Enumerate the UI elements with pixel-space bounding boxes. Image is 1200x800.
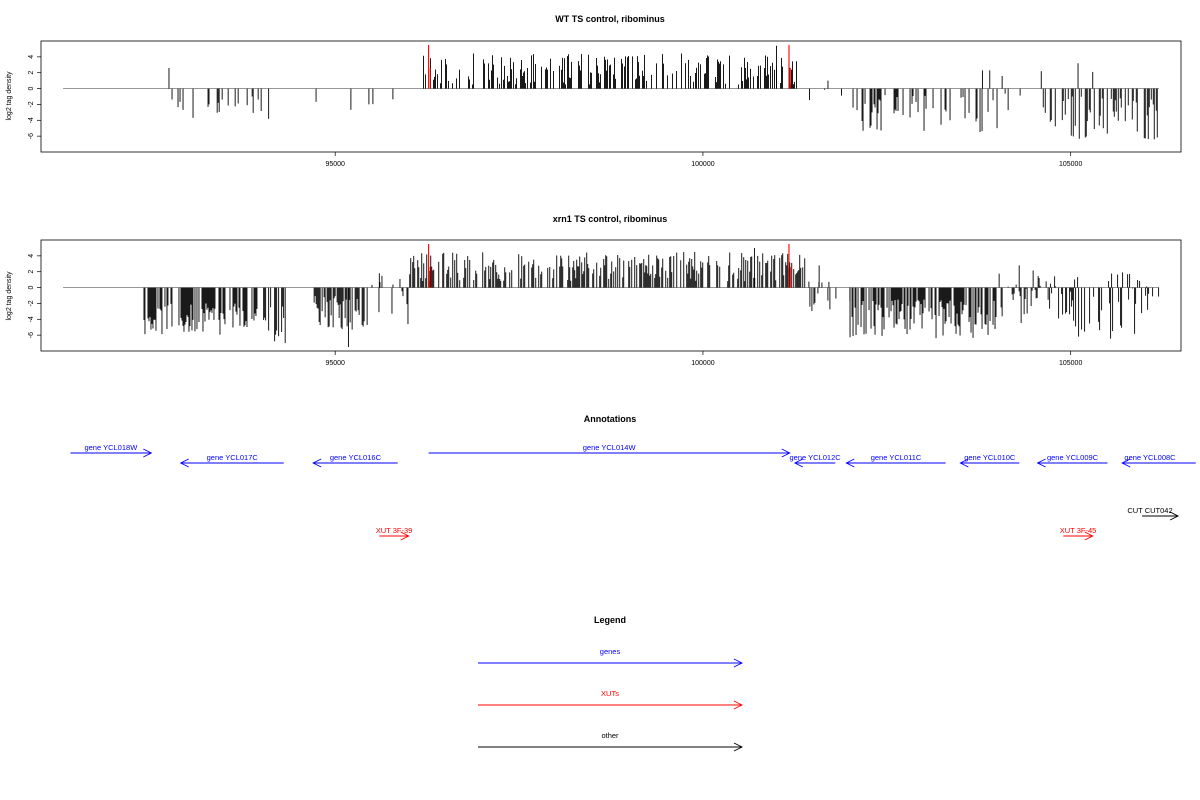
panel-xrn1-y-axis: -6 -4 -2 0 2 4 — [28, 254, 41, 338]
annotations-title: Annotations — [584, 414, 637, 424]
panel-xrn1-title: xrn1 TS control, ribominus — [553, 214, 668, 224]
annotation-label: gene YCL011C — [871, 453, 922, 462]
annotation-feature: gene YCL018W — [70, 443, 153, 458]
annotation-track: gene YCL018W gene YCL017C gene YCL016C gene… — [70, 443, 1196, 541]
annotation-feature: CUT CUT042 — [1127, 506, 1180, 521]
panel-wt-title: WT TS control, ribominus — [555, 14, 665, 24]
legend-title: Legend — [594, 615, 626, 625]
annotation-label: XUT 3F-45 — [1060, 526, 1097, 535]
legend-item-label: XUTs — [601, 689, 619, 698]
annotation-label: gene YCL016C — [330, 453, 382, 462]
annotation-arrow-head — [781, 448, 791, 458]
y-tick-label: 2 — [28, 270, 35, 274]
annotation-arrow-head — [1121, 458, 1131, 468]
annotation-label: CUT CUT042 — [1127, 506, 1172, 515]
annotation-arrow-head — [1169, 511, 1180, 521]
legend-items: genes XUTs other — [478, 647, 744, 752]
y-tick-label: -4 — [28, 316, 35, 322]
annotation-feature: gene YCL012C — [790, 453, 842, 468]
legend-item: genes — [478, 647, 744, 668]
annotation-arrow-head — [143, 448, 153, 458]
annotation-feature: gene YCL011C — [845, 453, 946, 468]
legend-panel: Legend genes XUTs other — [478, 615, 744, 752]
legend-item: other — [478, 731, 744, 752]
x-tick-label: 105000 — [1059, 161, 1082, 168]
y-tick-label: 0 — [28, 286, 35, 290]
annotation-label: gene YCL018W — [84, 443, 138, 452]
annotation-label: gene YCL017C — [207, 453, 259, 462]
annotation-label: gene YCL009C — [1047, 453, 1099, 462]
panel-xrn1-plot-area — [63, 243, 1160, 348]
annotation-feature: gene YCL009C — [1036, 453, 1108, 468]
annotation-arrow-head — [400, 531, 410, 541]
panel-wt: WT TS control, ribominus log2 tag densit… — [6, 14, 1182, 168]
y-tick-label: -2 — [28, 101, 35, 107]
panel-wt-frame — [40, 40, 1182, 153]
x-tick-label: 100000 — [691, 161, 714, 168]
annotation-feature: gene YCL016C — [312, 453, 398, 468]
legend-item-label: other — [601, 731, 619, 740]
annotation-label: gene YCL010C — [964, 453, 1016, 462]
legend-arrow-head — [733, 700, 744, 710]
annotation-label: XUT 3F-39 — [376, 526, 413, 535]
panel-wt-y-axis: -6 -4 -2 0 2 4 — [28, 55, 41, 139]
annotation-arrow-head — [1036, 458, 1046, 468]
annotation-feature: gene YCL017C — [179, 453, 284, 468]
panel-xrn1-frame — [40, 239, 1182, 352]
annotation-label: gene YCL012C — [790, 453, 842, 462]
annotation-arrow-head — [959, 458, 969, 468]
y-tick-label: 2 — [28, 71, 35, 75]
x-tick-label: 95000 — [325, 161, 345, 168]
panel-xrn1: xrn1 TS control, ribominus log2 tag dens… — [6, 214, 1182, 367]
annotation-arrow-head — [179, 458, 189, 468]
x-tick-label: 95000 — [325, 360, 345, 367]
annotation-label: gene YCL008C — [1124, 453, 1176, 462]
annotation-arrow-head — [1084, 531, 1094, 541]
annotation-feature: XUT 3F-45 — [1060, 526, 1097, 541]
annotation-arrow-head — [845, 458, 855, 468]
legend-item-label: genes — [600, 647, 621, 656]
panel-wt-ylabel: log2 tag density — [6, 71, 13, 121]
legend-arrow-head — [733, 658, 744, 668]
y-tick-label: -6 — [28, 332, 35, 338]
annotation-feature: gene YCL010C — [959, 453, 1020, 468]
x-tick-label: 100000 — [691, 360, 714, 367]
annotation-label: gene YCL014W — [583, 443, 637, 452]
legend-item: XUTs — [478, 689, 744, 710]
x-tick-label: 105000 — [1059, 360, 1082, 367]
y-tick-label: 0 — [28, 87, 35, 91]
y-tick-label: -2 — [28, 300, 35, 306]
annotation-feature: gene YCL008C — [1121, 453, 1196, 468]
annotation-feature: gene YCL014W — [428, 443, 791, 458]
panel-xrn1-x-axis: 95000 100000 105000 — [325, 351, 1082, 367]
panel-wt-x-axis: 95000 100000 105000 — [325, 152, 1082, 168]
annotation-arrow-head — [312, 458, 322, 468]
annotation-arrow-head — [793, 458, 804, 468]
y-tick-label: 4 — [28, 254, 35, 258]
y-tick-label: 4 — [28, 55, 35, 59]
panel-wt-plot-area — [63, 44, 1159, 140]
y-tick-label: -4 — [28, 117, 35, 123]
legend-arrow-head — [733, 742, 744, 752]
y-tick-label: -6 — [28, 133, 35, 139]
annotation-feature: XUT 3F-39 — [376, 526, 413, 541]
panel-xrn1-ylabel: log2 tag density — [6, 271, 13, 321]
